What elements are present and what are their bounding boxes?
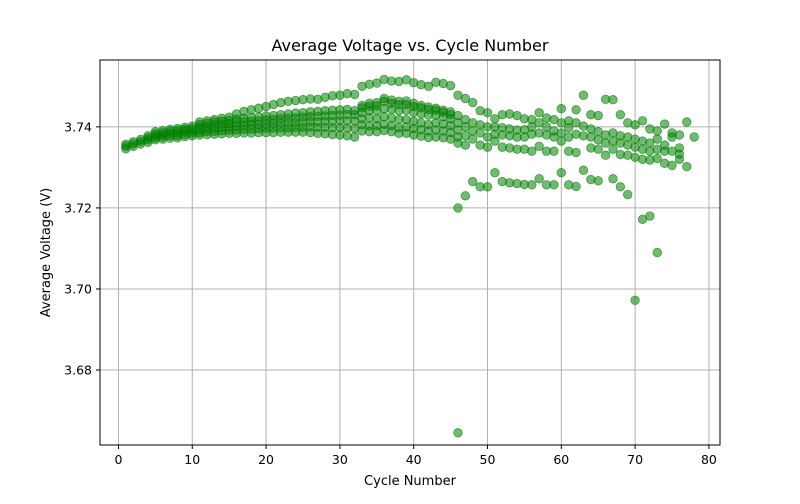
scatter-point <box>674 130 685 140</box>
axis-ticks: 0 10 20 30 40 50 60 70 80 3.68 3.70 3.72 3.74 <box>64 119 717 467</box>
scatter-point <box>349 132 360 142</box>
scatter-point <box>571 147 581 158</box>
scatter-point <box>453 428 463 438</box>
scatter-point <box>460 140 471 150</box>
scatter-point <box>556 128 567 138</box>
y-tick-label: 3.72 <box>64 200 92 215</box>
scatter-point <box>534 107 544 118</box>
scatter-point <box>652 153 662 164</box>
x-tick-label: 10 <box>184 452 200 467</box>
scatter-point <box>593 144 603 154</box>
y-axis-label: Average Voltage (V) <box>39 188 54 317</box>
scatter-point <box>608 95 618 105</box>
scatter-point <box>593 110 603 121</box>
x-tick-label: 30 <box>332 452 348 467</box>
y-tick-label: 3.74 <box>64 119 92 134</box>
scatter-point <box>453 110 463 121</box>
scatter-point <box>637 116 648 126</box>
scatter-point <box>623 189 633 200</box>
scatter-point <box>652 126 662 136</box>
scatter-point <box>571 181 581 192</box>
scatter-point <box>482 182 493 192</box>
scatter-point <box>556 167 567 178</box>
x-tick-label: 80 <box>701 452 717 467</box>
scatter-point <box>608 174 618 184</box>
scatter-point <box>682 117 692 127</box>
scatter-point <box>593 176 603 186</box>
x-tick-label: 60 <box>553 452 569 467</box>
x-tick-label: 50 <box>480 452 496 467</box>
scatter-point <box>652 247 662 258</box>
scatter-point <box>578 165 589 175</box>
scatter-point <box>645 211 655 221</box>
scatter-point <box>445 80 456 91</box>
chart-title: Average Voltage vs. Cycle Number <box>272 36 549 55</box>
scatter-point <box>600 150 611 160</box>
x-axis-label: Cycle Number <box>364 474 457 489</box>
scatter-point <box>372 78 382 88</box>
scatter-point <box>468 97 478 108</box>
scatter-point <box>571 105 581 115</box>
scatter-point <box>534 141 544 152</box>
scatter-point <box>527 146 537 156</box>
scatter-point <box>468 134 478 144</box>
scatter-point <box>630 295 640 306</box>
x-tick-label: 40 <box>406 452 422 467</box>
axes-frame <box>99 59 721 446</box>
scatter-point <box>534 118 544 128</box>
scatter-point <box>482 107 493 118</box>
scatter-point <box>527 180 537 190</box>
scatter-point <box>549 180 559 190</box>
scatter-point <box>490 114 500 124</box>
data-points <box>121 74 699 438</box>
scatter-point <box>615 182 626 192</box>
scatter-point <box>549 146 559 156</box>
x-tick-label: 0 <box>114 452 122 467</box>
x-tick-label: 70 <box>627 452 643 467</box>
scatter-point <box>645 138 655 148</box>
scatter-point <box>490 167 500 178</box>
scatter-point <box>667 160 677 171</box>
scatter-point <box>615 110 626 120</box>
scatter-point <box>460 93 471 104</box>
scatter-point <box>453 203 463 213</box>
scatter-point <box>460 191 471 201</box>
scatter-point <box>682 161 692 172</box>
scatter-point <box>659 119 670 129</box>
scatter-point <box>468 176 478 187</box>
scatter-point <box>608 144 618 154</box>
scatter-point <box>556 103 567 114</box>
scatter-point <box>689 132 699 142</box>
scatter-point <box>652 134 662 144</box>
scatter-point <box>349 89 360 100</box>
scatter-point <box>482 142 493 152</box>
scatter-point <box>445 107 456 117</box>
scatter-point <box>674 143 685 153</box>
y-tick-label: 3.68 <box>64 363 92 378</box>
scatter-point <box>423 81 434 92</box>
scatter-point <box>630 120 640 130</box>
scatter-point <box>534 174 544 184</box>
scatter-point <box>659 140 670 150</box>
y-tick-label: 3.70 <box>64 281 92 296</box>
scatter-point <box>578 90 589 100</box>
x-tick-label: 20 <box>258 452 274 467</box>
